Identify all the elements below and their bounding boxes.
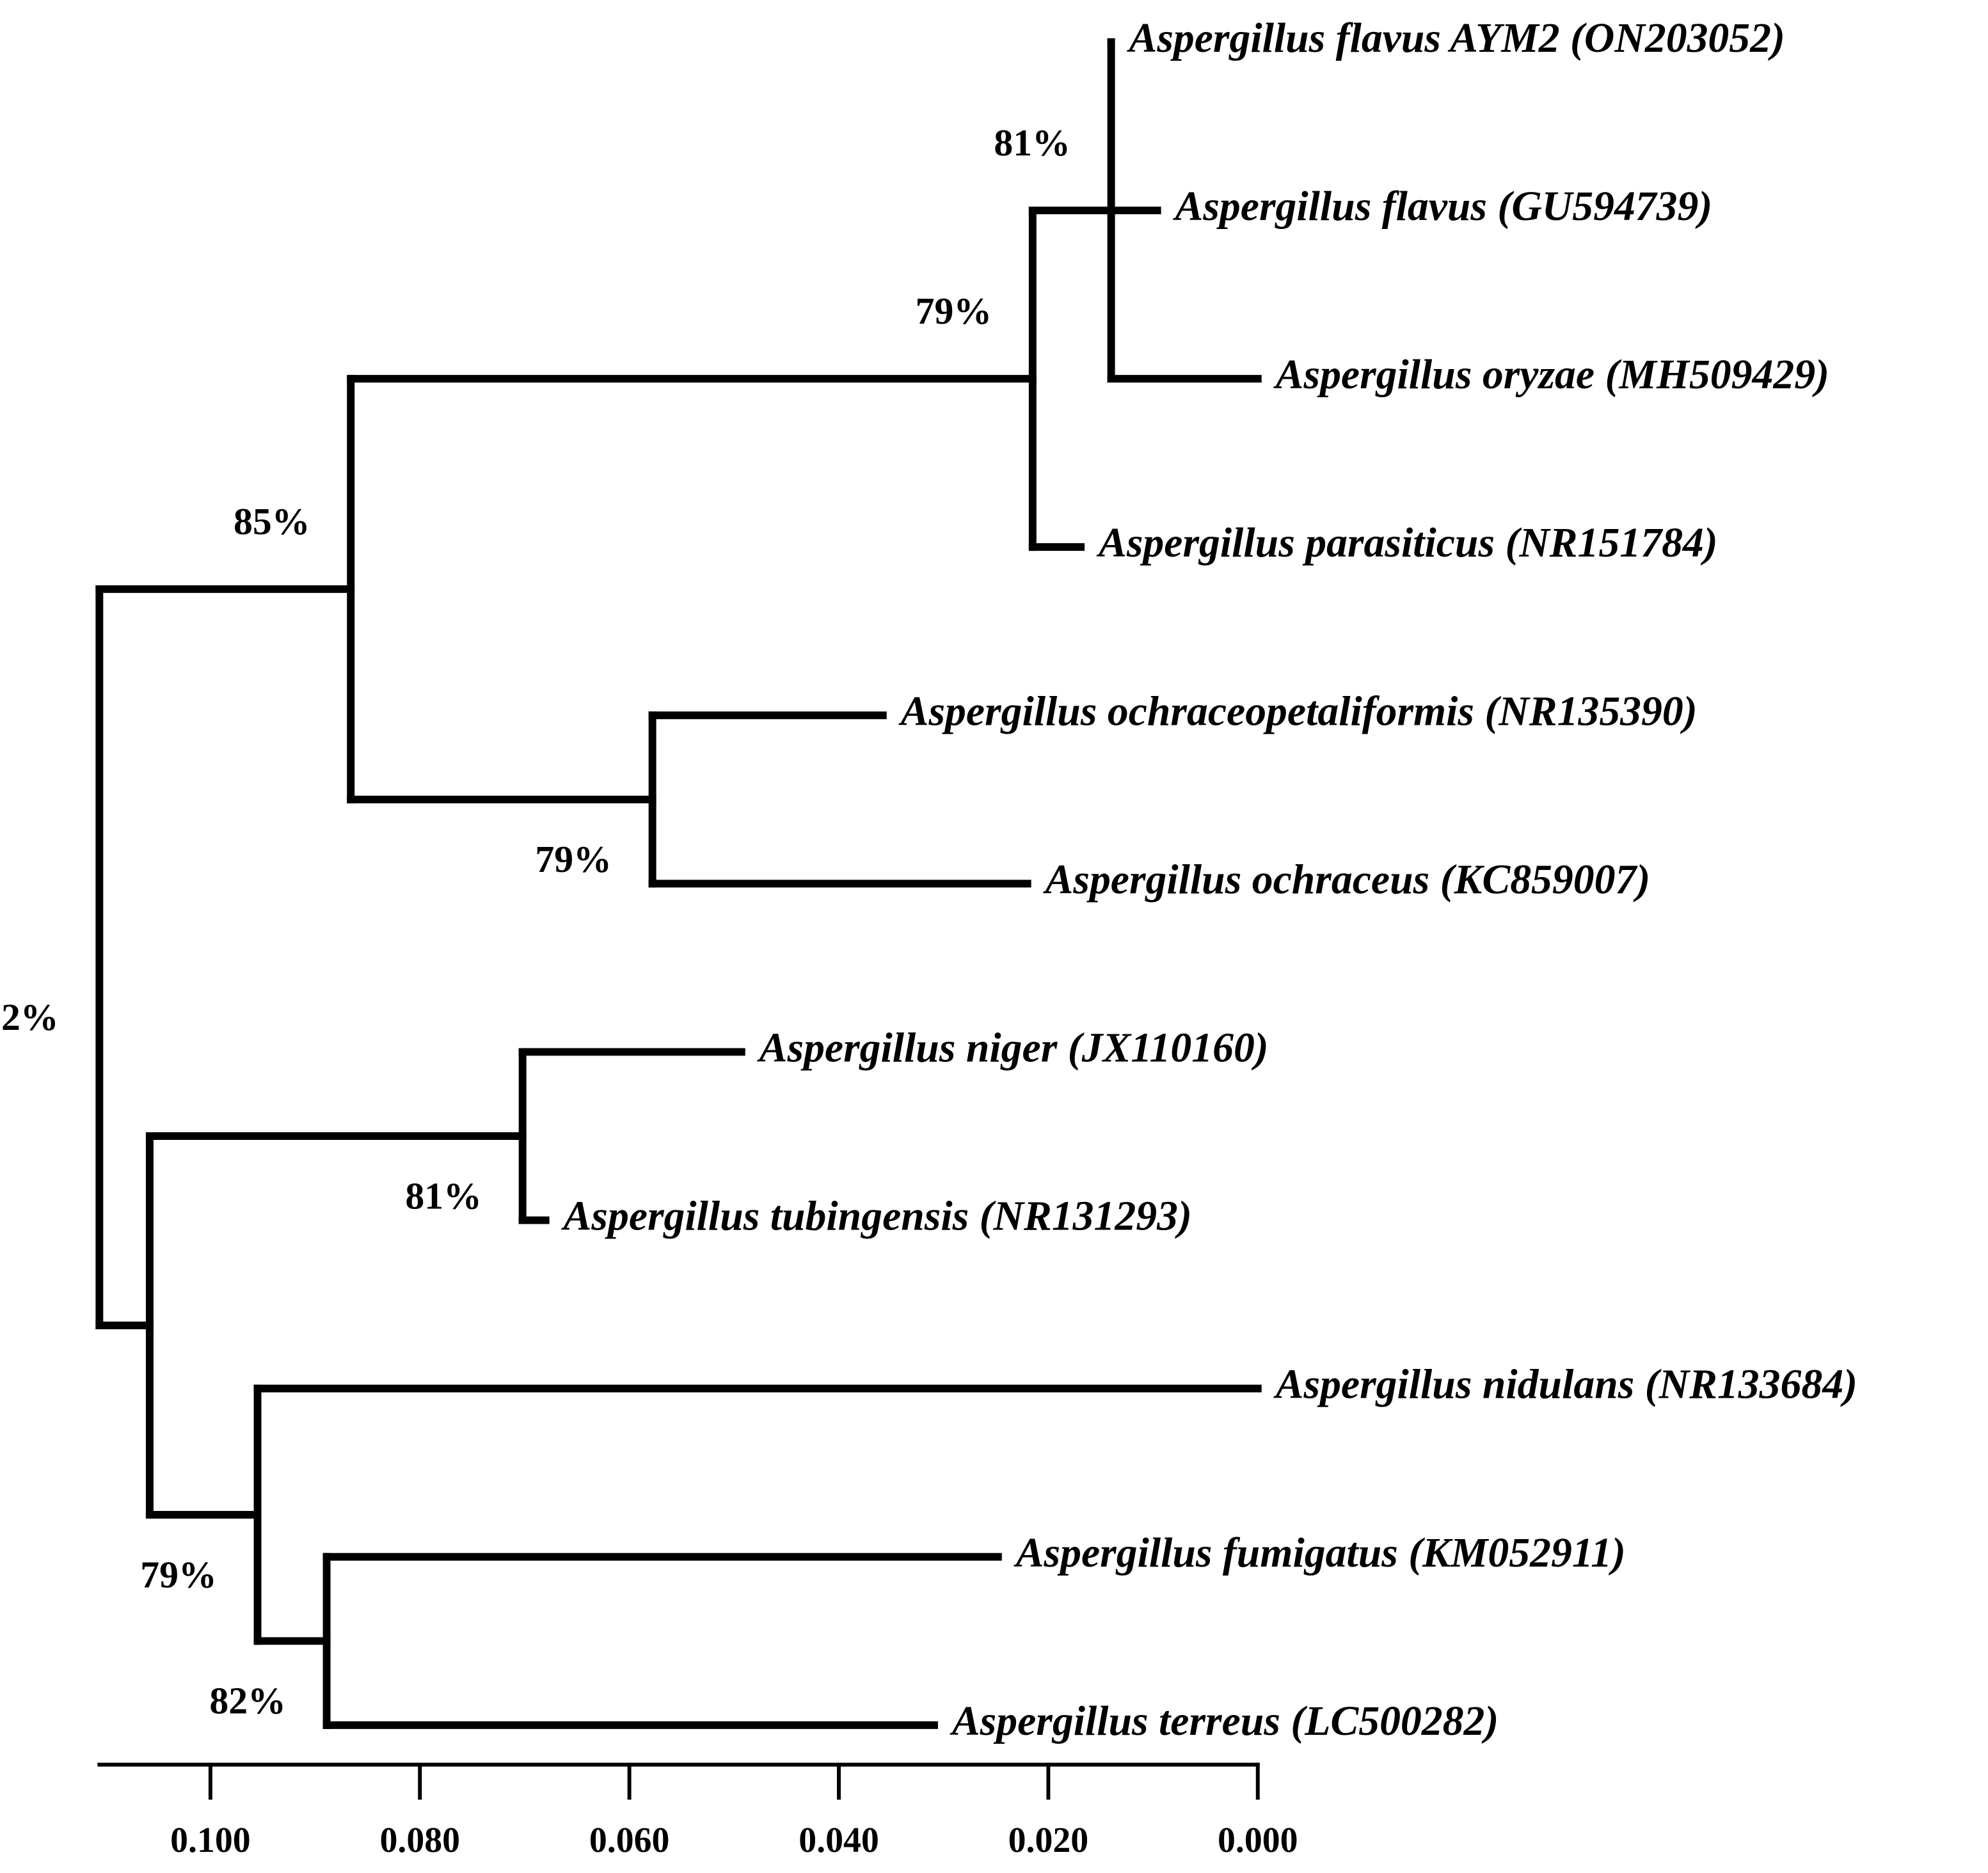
leaf-label: Aspergillus niger (JX110160) xyxy=(757,1025,1269,1071)
x-tick-label: 0.040 xyxy=(799,1821,879,1860)
leaf-label: Aspergillus tubingensis (NR131293) xyxy=(561,1193,1192,1240)
bootstrap-label: 92% xyxy=(0,996,59,1038)
x-tick-label: 0.000 xyxy=(1218,1821,1298,1860)
leaf-label: Aspergillus parasiticus (NR151784) xyxy=(1096,519,1718,566)
leaf-label: Aspergillus flavus AYM2 (ON203052) xyxy=(1126,15,1785,61)
bootstrap-label: 79% xyxy=(916,290,992,332)
leaf-label: Aspergillus nidulans (NR133684) xyxy=(1273,1361,1857,1408)
bootstrap-label: 81% xyxy=(994,122,1070,164)
x-tick-label: 0.080 xyxy=(380,1821,460,1860)
x-tick-label: 0.100 xyxy=(170,1821,250,1860)
bootstrap-label: 82% xyxy=(209,1680,286,1722)
leaf-label: Aspergillus ochraceus (KC859007) xyxy=(1043,856,1651,903)
x-tick-label: 0.020 xyxy=(1008,1821,1088,1860)
bootstrap-label: 79% xyxy=(140,1553,216,1595)
leaf-label: Aspergillus terreus (LC500282) xyxy=(950,1698,1499,1744)
leaf-label: Aspergillus oryzae (MH509429) xyxy=(1273,351,1829,398)
leaf-label: Aspergillus flavus (GU594739) xyxy=(1173,183,1713,230)
bootstrap-label: 81% xyxy=(405,1174,482,1217)
bootstrap-label: 79% xyxy=(535,838,612,880)
bootstrap-label: 85% xyxy=(234,500,310,542)
leaf-label: Aspergillus fumigatus (KM052911) xyxy=(1014,1529,1626,1576)
leaf-label: Aspergillus ochraceopetaliformis (NR1353… xyxy=(898,688,1698,734)
x-tick-label: 0.060 xyxy=(589,1821,669,1860)
